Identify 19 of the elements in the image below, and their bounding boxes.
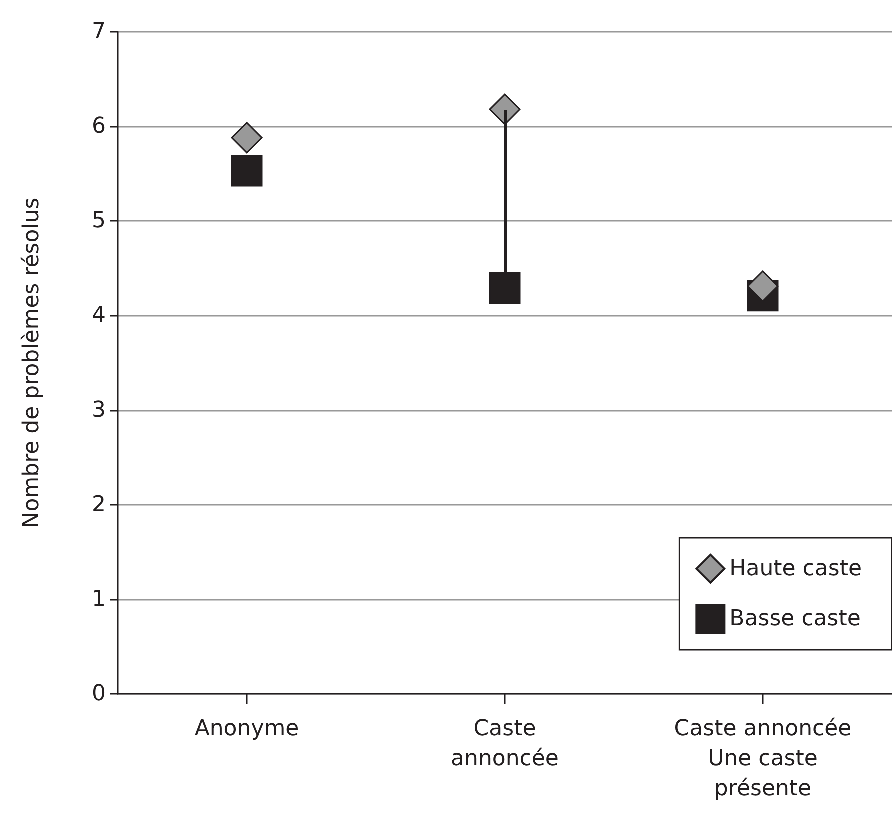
x-tick-label: Caste annoncée — [451, 716, 559, 772]
y-tick-label: 2 — [92, 492, 106, 518]
y-tick-label: 1 — [92, 586, 106, 612]
y-tick-label: 3 — [92, 398, 106, 423]
x-tick-label: Anonyme — [194, 716, 300, 742]
point — [231, 122, 263, 154]
point — [747, 270, 779, 302]
point — [231, 155, 263, 187]
legend-label: Basse caste — [730, 606, 861, 632]
legend-label: Haute caste — [730, 556, 862, 582]
y-tick-label: 0 — [92, 682, 106, 706]
y-tick-label: 5 — [92, 208, 106, 234]
y-tick-label: 6 — [92, 114, 106, 140]
y-tick-label: 7 — [92, 20, 106, 44]
y-axis-title: Nombre de problèmes résolus — [20, 198, 44, 528]
point — [489, 272, 521, 304]
x-tick-label: Caste annoncée Une caste présente — [674, 716, 852, 802]
point — [489, 94, 521, 126]
y-tick-label: 4 — [92, 303, 106, 328]
